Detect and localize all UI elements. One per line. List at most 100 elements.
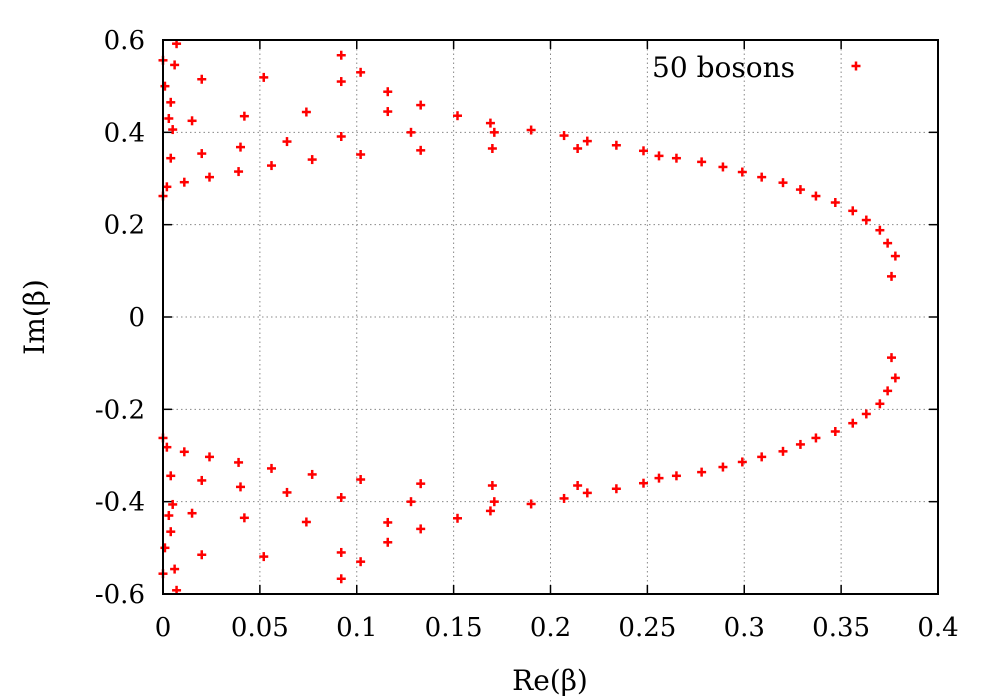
data-point: [573, 143, 583, 153]
x-tick-label: 0.1: [336, 613, 377, 643]
data-point: [887, 271, 896, 281]
data-point: [875, 399, 885, 409]
data-point: [582, 488, 592, 498]
data-point: [559, 131, 569, 141]
data-point: [166, 97, 176, 107]
data-point: [259, 552, 269, 562]
data-point: [267, 161, 276, 171]
x-tick-label: 0.15: [425, 613, 483, 643]
data-point: [582, 136, 592, 146]
data-point: [164, 511, 174, 521]
data-point: [830, 426, 840, 436]
data-point: [236, 482, 245, 492]
x-tick-labels: 0 0.05 0.1 0.15 0.2 0.25 0.3 0.35 0.4: [155, 613, 959, 643]
data-point: [187, 508, 197, 518]
data-point: [718, 462, 728, 472]
data-point: [336, 77, 346, 87]
data-point: [197, 149, 207, 159]
data-point: [197, 74, 207, 84]
data-point: [336, 493, 346, 503]
data-point: [282, 487, 292, 497]
y-tick-label: 0.6: [104, 26, 145, 56]
data-point: [811, 191, 821, 201]
legend: 50 bosons: [652, 51, 861, 84]
data-point: [697, 467, 707, 477]
y-tick-label: 0.2: [104, 211, 145, 241]
data-point: [166, 471, 176, 481]
data-point: [170, 564, 180, 574]
legend-label: 50 bosons: [652, 51, 795, 84]
data-point: [890, 251, 900, 261]
data-point: [485, 118, 495, 128]
data-point: [861, 409, 871, 419]
data-point: [356, 67, 366, 77]
data-point: [737, 457, 747, 467]
x-tick-label: 0.2: [530, 613, 571, 643]
data-point: [697, 157, 707, 167]
data-point: [197, 475, 207, 485]
data-point: [301, 517, 311, 527]
data-point: [166, 153, 176, 163]
data-point: [526, 499, 536, 509]
data-point: [778, 178, 788, 188]
data-point: [168, 499, 178, 509]
data-point: [883, 238, 893, 248]
data-point: [573, 481, 583, 491]
data-point: [883, 386, 893, 396]
data-point: [383, 517, 393, 527]
y-tick-label: -0.4: [95, 488, 145, 518]
data-point: [489, 127, 499, 137]
data-point: [383, 107, 393, 117]
data-point: [718, 162, 728, 172]
data-point: [453, 111, 462, 121]
data-point: [383, 87, 393, 97]
data-point: [205, 452, 214, 462]
data-point: [239, 513, 249, 523]
x-axis-label: Re(β): [512, 664, 588, 697]
data-point: [489, 497, 499, 507]
x-tick-label: 0.4: [917, 613, 958, 643]
data-points: [158, 39, 900, 595]
data-point: [875, 225, 885, 235]
data-point: [168, 125, 178, 135]
data-point: [236, 142, 245, 152]
data-point: [416, 100, 426, 110]
data-point: [611, 140, 621, 150]
x-tick-label: 0.25: [618, 613, 676, 643]
data-point: [890, 373, 900, 383]
legend-marker: [851, 61, 861, 71]
data-point: [187, 116, 197, 126]
data-point: [861, 215, 871, 225]
grid-lines: [163, 40, 938, 594]
data-point: [234, 167, 244, 177]
data-point: [887, 353, 896, 363]
data-point: [487, 143, 497, 153]
data-point: [164, 113, 174, 123]
data-point: [830, 198, 840, 208]
data-point: [416, 524, 426, 534]
data-point: [160, 81, 170, 91]
data-point: [757, 172, 767, 182]
axis-ticks: [162, 39, 939, 595]
data-point: [811, 433, 821, 443]
data-point: [282, 137, 292, 147]
data-point: [267, 463, 276, 473]
legend-marker-symbol: [851, 61, 861, 71]
data-point: [416, 145, 426, 155]
data-point: [170, 60, 180, 70]
data-point: [778, 446, 788, 456]
x-tick-label: 0.3: [724, 613, 765, 643]
y-axis-label: Im(β): [18, 279, 51, 355]
y-tick-label: -0.2: [95, 395, 145, 425]
data-point: [234, 457, 244, 467]
data-point: [737, 167, 747, 177]
data-point: [166, 527, 176, 537]
x-tick-label: 0: [155, 613, 172, 643]
data-point: [485, 506, 495, 516]
data-point: [639, 478, 648, 488]
data-point: [179, 177, 189, 187]
y-tick-labels: -0.6 -0.4 -0.2 0 0.2 0.4 0.6: [95, 26, 145, 610]
data-point: [205, 172, 214, 182]
data-point: [453, 513, 462, 523]
